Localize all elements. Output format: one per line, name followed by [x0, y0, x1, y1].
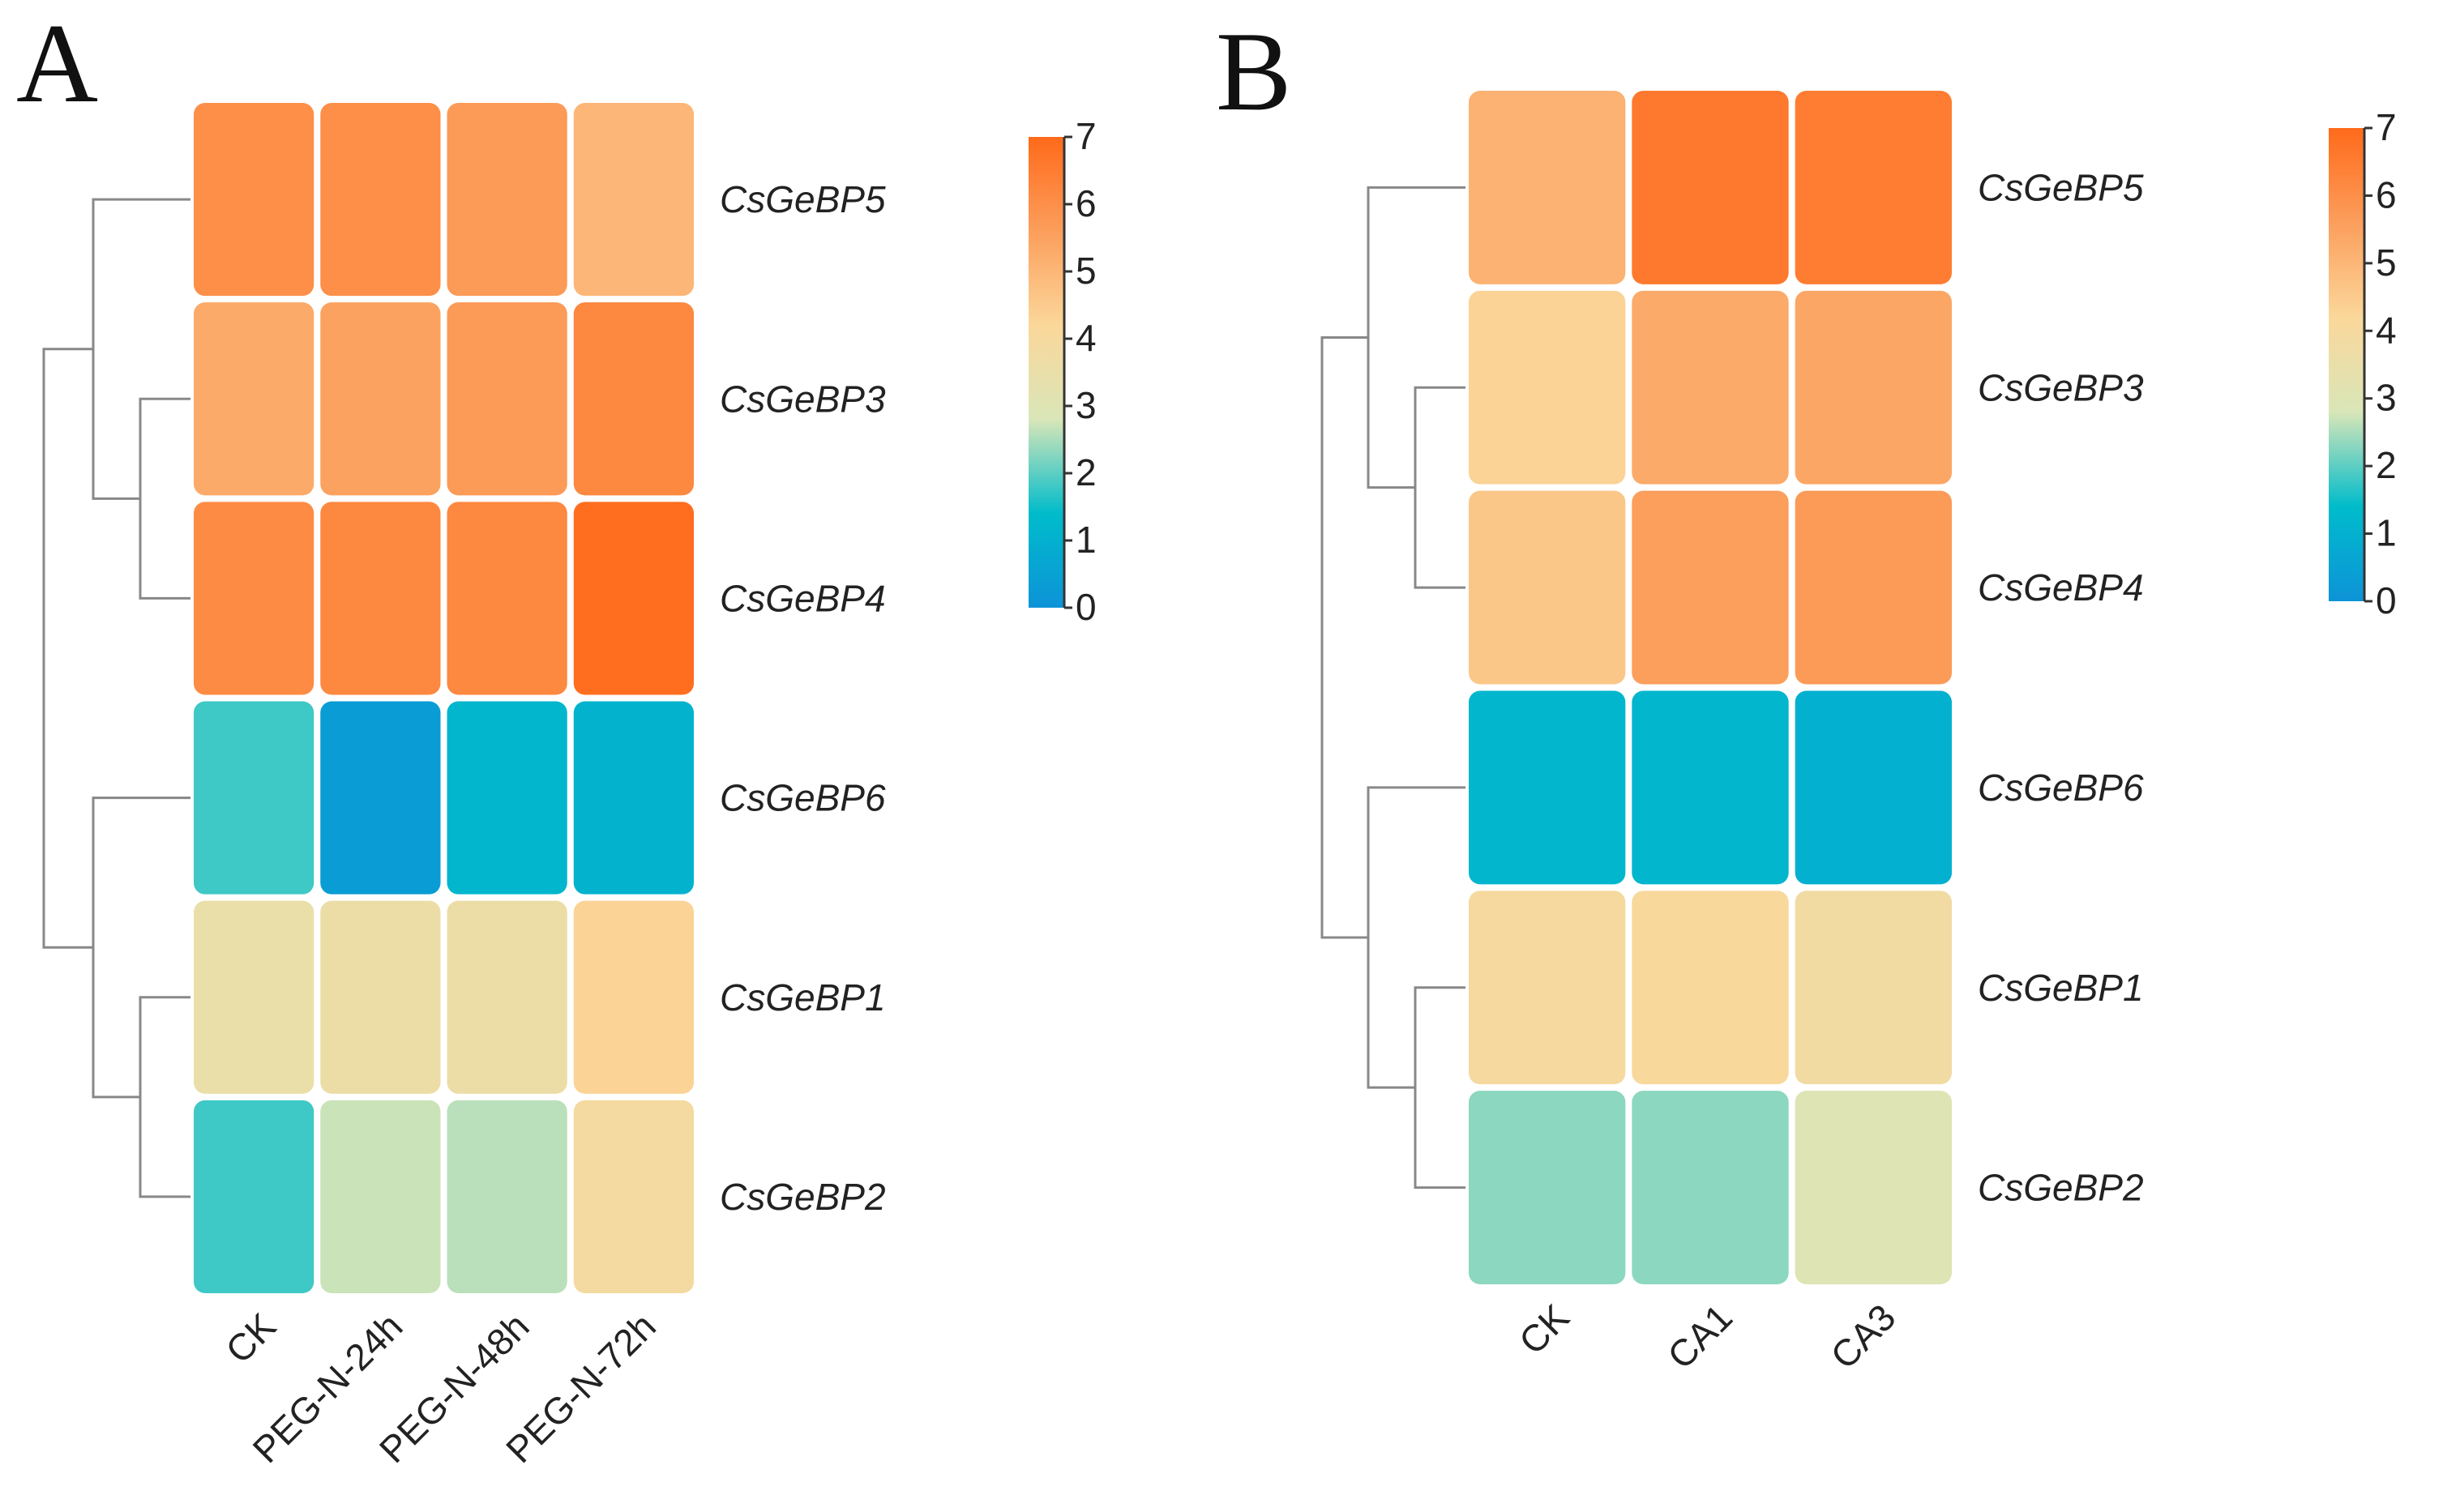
colorbar-tick-label: 7 — [2376, 106, 2397, 148]
heat-cell — [573, 302, 694, 496]
heat-cell — [573, 900, 694, 1094]
heat-cell — [194, 502, 314, 695]
colorbar — [1029, 137, 1064, 608]
heat-cell — [194, 900, 314, 1094]
colorbar-tick-label: 3 — [1076, 384, 1097, 426]
heat-cell — [1632, 891, 1789, 1085]
colorbar-tick-label: 0 — [1076, 586, 1097, 628]
heat-cell — [447, 103, 567, 297]
colorbar-tick-label: 3 — [2376, 377, 2397, 419]
heat-cell — [573, 701, 694, 895]
heat-cell — [1795, 690, 1952, 885]
column-label: CA1 — [1659, 1296, 1740, 1377]
heat-cell — [1795, 1091, 1952, 1284]
heat-cell — [320, 302, 441, 496]
heat-cell — [194, 701, 314, 895]
heat-cell — [573, 1100, 694, 1293]
heat-cell — [573, 103, 694, 297]
colorbar-tick-label: 2 — [2376, 444, 2397, 486]
colorbar-tick-label: 5 — [2376, 241, 2397, 284]
heat-cell — [1795, 891, 1952, 1085]
column-label: CA3 — [1822, 1296, 1903, 1377]
heat-cell — [320, 900, 441, 1094]
colorbar-tick-label: 4 — [1076, 317, 1097, 359]
colorbar-tick-label: 1 — [2376, 512, 2397, 554]
heat-cell — [320, 1100, 441, 1293]
heat-cell — [194, 1100, 314, 1293]
row-label: CsGeBP5 — [720, 178, 886, 220]
heat-cell — [1469, 91, 1626, 284]
heat-cell — [1632, 1091, 1789, 1284]
colorbar-tick-label: 0 — [2376, 579, 2397, 621]
colorbar-tick-label: 2 — [1076, 451, 1097, 493]
heat-cell — [1632, 91, 1789, 284]
heat-cell — [194, 302, 314, 496]
row-label: CsGeBP2 — [720, 1176, 886, 1218]
heat-cell — [1795, 290, 1952, 485]
heat-cell — [573, 502, 694, 695]
row-label: CsGeBP1 — [720, 976, 886, 1019]
heat-cell — [447, 502, 567, 695]
colorbar-tick-label: 4 — [2376, 309, 2397, 351]
heat-cell — [1632, 290, 1789, 485]
panel-label: A — [16, 1, 98, 126]
heat-cell — [320, 701, 441, 895]
heat-cell — [1469, 1091, 1626, 1284]
heat-cell — [447, 302, 567, 496]
heat-cell — [1469, 490, 1626, 685]
heat-cell — [1632, 490, 1789, 685]
row-label: CsGeBP5 — [1978, 166, 2144, 208]
row-label: CsGeBP6 — [720, 777, 886, 819]
column-label: CK — [1511, 1296, 1577, 1362]
row-label: CsGeBP4 — [720, 577, 886, 619]
dendrogram — [1320, 186, 1465, 1190]
row-label: CsGeBP6 — [1978, 767, 2144, 809]
colorbar — [2329, 128, 2364, 601]
row-label: CsGeBP4 — [1978, 566, 2144, 609]
column-label: CK — [217, 1305, 284, 1371]
colorbar-tick-label: 6 — [2376, 173, 2397, 216]
colorbar-tick-label: 1 — [1076, 519, 1097, 561]
row-label: CsGeBP3 — [720, 378, 886, 420]
heat-cell — [447, 1100, 567, 1293]
heat-cell — [320, 103, 441, 297]
row-label: CsGeBP2 — [1978, 1167, 2144, 1209]
heat-cell — [447, 900, 567, 1094]
heat-cell — [194, 103, 314, 297]
row-label: CsGeBP1 — [1978, 967, 2144, 1009]
heat-cell — [1632, 690, 1789, 885]
row-label: CsGeBP3 — [1978, 366, 2144, 408]
heat-cell — [1469, 290, 1626, 485]
colorbar-tick-label: 5 — [1076, 250, 1097, 292]
heat-cell — [447, 701, 567, 895]
heat-cell — [1469, 891, 1626, 1085]
colorbar-tick-label: 7 — [1076, 115, 1097, 157]
heat-cell — [1795, 91, 1952, 284]
heat-cell — [1795, 490, 1952, 685]
dendrogram — [42, 198, 190, 1198]
panel-label: B — [1216, 9, 1291, 135]
heat-cell — [1469, 690, 1626, 885]
colorbar-tick-label: 6 — [1076, 182, 1097, 224]
heat-cell — [320, 502, 441, 695]
